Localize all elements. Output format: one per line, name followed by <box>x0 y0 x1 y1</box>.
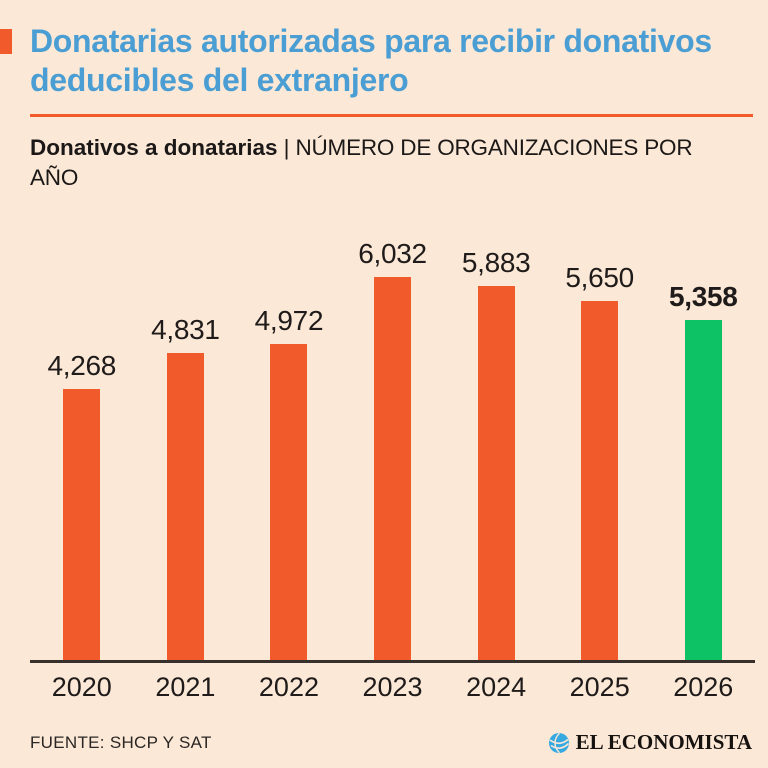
x-axis-label-2026: 2026 <box>673 672 734 702</box>
brand-name: EL ECONOMISTA <box>575 730 752 754</box>
bar-column-2025: 5,650 <box>548 233 652 660</box>
bar-2023 <box>374 277 412 660</box>
bar-column-2020: 4,268 <box>30 233 134 660</box>
bar-value-label-2022: 4,972 <box>254 305 324 336</box>
bar-column-2024: 5,883 <box>444 233 548 660</box>
bar-value-label-2023: 6,032 <box>358 238 427 269</box>
bar-column-2022: 4,972 <box>237 233 341 660</box>
el-economista-logo: EL ECONOMISTA <box>548 730 752 755</box>
title-bullet <box>0 29 12 54</box>
x-axis-label-2024: 2024 <box>466 672 527 702</box>
subtitle-description: NÚMERO DE ORGANIZACIONES POR AÑO <box>30 135 693 191</box>
x-axis: 2020 2021 2022 2023 2024 2025 2026 <box>30 672 755 703</box>
x-axis-label-2022: 2022 <box>258 672 319 702</box>
bar-column-2023: 6,032 <box>341 233 445 660</box>
chart-plot-area: 4,268 4,831 4,972 6,032 5,883 5,650 5,358 <box>30 233 755 663</box>
bar-2025 <box>581 301 619 660</box>
bar-value-label-2024: 5,883 <box>461 247 531 278</box>
bar-2021 <box>166 353 204 660</box>
subtitle-kicker: Donativos a donatarias <box>30 135 278 161</box>
bar-value-label-2025: 5,650 <box>565 262 634 293</box>
bar-2022 <box>270 344 308 660</box>
bar-2024 <box>477 286 515 660</box>
el-economista-globe-icon <box>548 732 569 753</box>
x-axis-label-2021: 2021 <box>155 672 216 702</box>
bar-column-2021: 4,831 <box>134 233 238 660</box>
bar-chart: 4,268 4,831 4,972 6,032 5,883 5,650 5,358 2020… <box>30 233 755 703</box>
x-axis-label-2020: 2020 <box>51 672 112 702</box>
footer: FUENTE: SHCP Y SAT EL ECONOMISTA <box>30 730 752 755</box>
page-title: Donatarias autorizadas para recibir dona… <box>30 23 712 99</box>
title-divider <box>30 114 753 118</box>
bar-value-label-2020: 4,268 <box>47 350 117 381</box>
bar-2026 <box>684 320 722 660</box>
bar-2020 <box>63 389 101 660</box>
bar-value-label-2021: 4,831 <box>151 314 220 345</box>
x-axis-label-2025: 2025 <box>569 672 630 702</box>
x-axis-label-2023: 2023 <box>362 672 423 702</box>
bar-column-2026: 5,358 <box>651 233 755 660</box>
bar-value-label-2026: 5,358 <box>668 281 738 312</box>
source-text: FUENTE: SHCP Y SAT <box>30 732 212 752</box>
chart-subtitle: Donativos a donatarias | NÚMERO DE ORGANIZ… <box>30 133 710 194</box>
subtitle-separator: | <box>283 135 290 161</box>
